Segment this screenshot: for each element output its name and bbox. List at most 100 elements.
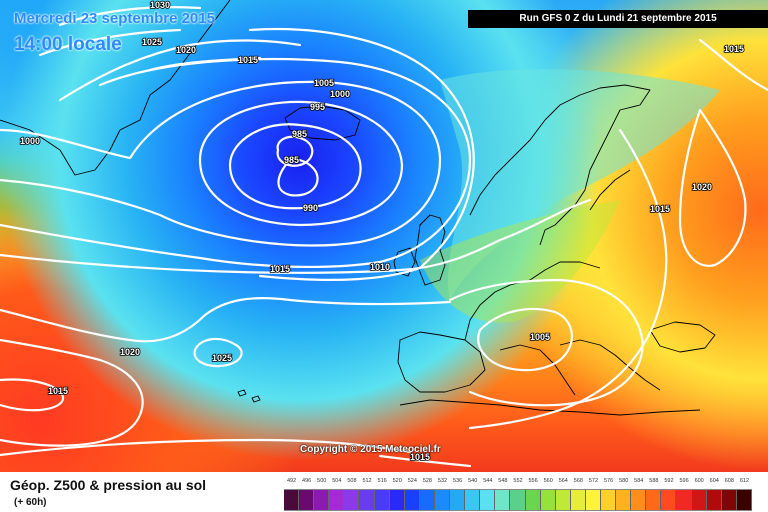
isobar-labels: 1030 1025 1020 1015 1005 1000 995 985 98… [19, 0, 745, 463]
isobar-1030 [58, 6, 202, 27]
legend-swatch [329, 490, 345, 510]
isobar-label: 1025 [142, 37, 162, 47]
legend-swatch [284, 490, 300, 510]
forecast-time: 14:00 locale [14, 34, 122, 55]
legend-swatch [404, 490, 420, 510]
field-cold-tongue [440, 69, 720, 300]
isobar-label: 1005 [314, 78, 334, 88]
legend-tick-label: 512 [362, 478, 372, 484]
legend-tick-label: 528 [422, 478, 432, 484]
isobar-label: 1000 [20, 136, 40, 146]
legend-tick-label: 536 [453, 478, 463, 484]
legend-swatch [480, 490, 496, 510]
legend-tick-label: 588 [649, 478, 659, 484]
isobar-label: 1000 [330, 89, 350, 99]
isobars [0, 6, 768, 468]
legend-swatch [661, 490, 677, 510]
coast-iberia [397, 331, 486, 393]
legend-swatch [314, 490, 330, 510]
legend-swatch [706, 490, 722, 510]
legend-tick-label: 540 [468, 478, 478, 484]
legend-tick-label: 516 [377, 478, 387, 484]
isobar-label: 1015 [650, 204, 670, 214]
legend-swatch [359, 490, 375, 510]
legend-tick-labels: 492 496 500 504 508 512 516 520 524 528 532 536 540 5… [284, 478, 752, 488]
legend-swatch [525, 490, 541, 510]
legend-tick-label: 600 [694, 478, 704, 484]
isobar-label: 1030 [150, 0, 170, 10]
isobar-label: 1015 [48, 386, 68, 396]
legend-tick-label: 580 [619, 478, 629, 484]
isobar-label: 1015 [238, 55, 258, 65]
legend-tick-label: 548 [498, 478, 508, 484]
isobar-1015-w [0, 198, 592, 274]
legend-swatch [736, 490, 752, 510]
forecast-hour: (+ 60h) [14, 497, 47, 508]
legend-swatch [721, 490, 737, 510]
legend-tick-label: 524 [407, 478, 417, 484]
legend-swatch [465, 490, 481, 510]
isobar-label: 1020 [692, 182, 712, 192]
isobar-1005-alps [477, 307, 574, 372]
isobar-label: 1015 [410, 452, 430, 462]
legend-tick-label: 544 [483, 478, 493, 484]
isobar-1020-nw [58, 39, 302, 102]
isobar-990 [228, 123, 362, 210]
legend-tick-label: 508 [347, 478, 357, 484]
coast-scandinavia [469, 84, 651, 246]
forecast-date: Mercredi 23 septembre 2015 [14, 10, 215, 27]
isobar-1015-nw [38, 28, 262, 72]
isobar-label: 1020 [176, 45, 196, 55]
coast-iceland [284, 105, 361, 141]
isobar-1020-east [678, 108, 747, 267]
legend-swatch [450, 490, 466, 510]
legend-tick-label: 572 [588, 478, 599, 484]
legend-tick-label: 492 [286, 478, 297, 484]
isobar-label: 1005 [530, 332, 550, 342]
isobar-1015-sw [0, 378, 65, 412]
coast-north-africa [399, 399, 701, 416]
legend-swatch [676, 490, 692, 510]
legend-footer: Géop. Z500 & pression au sol (+ 60h) 492… [0, 472, 768, 512]
isobar-985-b [277, 158, 319, 197]
isobar-label: 985 [284, 155, 299, 165]
isobar-1025-south [193, 337, 243, 368]
isobar-1010 [248, 27, 475, 281]
isobar-label: 1015 [270, 264, 290, 274]
legend-swatch [600, 490, 617, 510]
coast-ireland [393, 247, 416, 277]
isobar-label: 1020 [120, 347, 140, 357]
legend-tick-label: 504 [332, 478, 342, 484]
isobar-1015-lower [378, 454, 472, 468]
legend-swatch [495, 490, 511, 510]
legend-tick-label: 556 [528, 478, 538, 484]
legend-tick-label: 612 [739, 478, 750, 484]
legend-tick-label: 568 [573, 478, 583, 484]
legend-swatch [374, 490, 390, 510]
isobar-label: 1010 [370, 262, 390, 272]
legend-swatch [555, 490, 571, 510]
legend-tick-label: 560 [543, 478, 553, 484]
legend-swatch [631, 490, 647, 510]
legend-tick-label: 576 [603, 478, 614, 484]
legend-tick-label: 604 [709, 478, 719, 484]
legend-tick-label: 596 [679, 478, 689, 484]
legend-swatch [344, 490, 360, 510]
product-title: Géop. Z500 & pression au sol [10, 477, 207, 493]
legend-swatch [299, 490, 315, 510]
isobar-label: 1025 [212, 353, 232, 363]
legend-swatch [585, 490, 601, 510]
legend-tick-label: 500 [317, 478, 327, 484]
legend-swatch [616, 490, 632, 510]
isobar-1015-sw-outer [0, 438, 412, 457]
coast-black-sea [649, 321, 716, 353]
legend-tick-label: 552 [513, 478, 523, 484]
coast-azores [237, 389, 261, 403]
color-scale-legend: 492 496 500 504 508 512 516 520 524 528 532 536 540 5… [284, 478, 752, 511]
isobar-985-a [276, 135, 314, 167]
legend-swatch [570, 490, 586, 510]
legend-tick-label: 532 [437, 478, 448, 484]
legend-swatch [419, 490, 435, 510]
legend-tick-label: 496 [302, 478, 312, 484]
